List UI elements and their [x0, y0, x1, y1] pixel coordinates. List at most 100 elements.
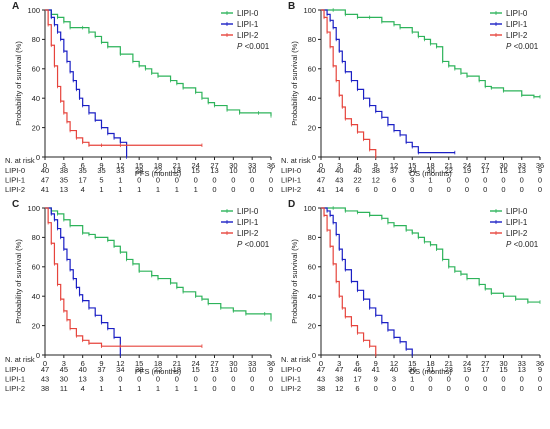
- risk-table-title: N. at risk: [5, 355, 35, 364]
- risk-cell: 13: [78, 375, 86, 384]
- risk-cell: 17: [353, 375, 361, 384]
- risk-cell: 0: [501, 384, 505, 393]
- p-value-label: P <0.001: [237, 42, 270, 51]
- x-tick-label: 6: [81, 161, 85, 170]
- x-tick-label: 9: [99, 161, 103, 170]
- risk-cell: 0: [269, 375, 273, 384]
- risk-cell: 18: [173, 166, 181, 175]
- risk-cell: 6: [355, 185, 359, 194]
- legend-label: LIPI-0: [237, 207, 259, 216]
- x-tick-label: 0: [43, 161, 47, 170]
- risk-cell: 0: [194, 176, 198, 185]
- x-tick-label: 15: [135, 359, 143, 368]
- legend-label: LIPI-2: [506, 229, 528, 238]
- risk-cell: 1: [410, 375, 414, 384]
- risk-cell: 0: [250, 384, 254, 393]
- risk-cell: 0: [501, 375, 505, 384]
- risk-cell: 0: [374, 185, 378, 194]
- risk-cell: 0: [156, 176, 160, 185]
- risk-cell: 0: [194, 375, 198, 384]
- risk-cell: 0: [410, 384, 414, 393]
- x-tick-label: 0: [319, 161, 323, 170]
- series-line-lipi-0: [321, 207, 540, 303]
- risk-cell: 22: [154, 166, 162, 175]
- y-tick-label: 20: [32, 123, 40, 132]
- y-tick-label: 40: [32, 94, 40, 103]
- y-tick-label: 40: [308, 292, 316, 301]
- legend-label: LIPI-2: [237, 31, 259, 40]
- risk-cell: 40: [335, 166, 343, 175]
- risk-cell: 19: [463, 365, 471, 374]
- risk-cell: 37: [390, 166, 398, 175]
- y-tick-label: 60: [32, 65, 40, 74]
- risk-cell: 0: [520, 375, 524, 384]
- x-tick-label: 27: [210, 359, 218, 368]
- x-tick-label: 9: [374, 359, 378, 368]
- risk-cell: 0: [447, 375, 451, 384]
- x-tick-label: 12: [116, 359, 124, 368]
- risk-cell: 1: [118, 176, 122, 185]
- risk-cell: 17: [481, 166, 489, 175]
- legend-label: LIPI-1: [506, 218, 528, 227]
- x-tick-label: 18: [426, 359, 434, 368]
- x-tick-label: 24: [463, 359, 471, 368]
- risk-cell: 40: [78, 365, 86, 374]
- risk-cell: 30: [60, 375, 68, 384]
- y-tick-label: 0: [36, 153, 40, 162]
- risk-cell: 0: [447, 384, 451, 393]
- y-axis-title: Probability of survival (%): [290, 239, 299, 324]
- x-tick-label: 15: [135, 161, 143, 170]
- legend-label: LIPI-1: [237, 20, 259, 29]
- x-tick-label: 33: [248, 161, 256, 170]
- risk-row-label: LIPI-0: [281, 365, 301, 374]
- risk-cell: 12: [372, 176, 380, 185]
- p-value-label: P <0.001: [506, 240, 539, 249]
- risk-cell: 0: [538, 384, 542, 393]
- risk-cell: 47: [317, 365, 325, 374]
- series-line-lipi-2: [321, 207, 377, 355]
- risk-cell: 41: [372, 365, 380, 374]
- x-tick-label: 27: [481, 359, 489, 368]
- risk-cell: 1: [118, 384, 122, 393]
- y-tick-label: 20: [308, 321, 316, 330]
- risk-cell: 34: [116, 365, 124, 374]
- risk-cell: 1: [137, 185, 141, 194]
- y-tick-label: 80: [32, 233, 40, 242]
- risk-cell: 3: [99, 375, 103, 384]
- x-tick-label: 0: [43, 359, 47, 368]
- risk-cell: 0: [410, 185, 414, 194]
- x-tick-label: 24: [191, 359, 199, 368]
- y-tick-label: 40: [32, 292, 40, 301]
- risk-cell: 15: [191, 166, 199, 175]
- risk-cell: 0: [212, 176, 216, 185]
- x-tick-label: 6: [355, 359, 359, 368]
- risk-cell: 0: [231, 176, 235, 185]
- risk-cell: 0: [538, 176, 542, 185]
- risk-cell: 0: [175, 176, 179, 185]
- risk-cell: 9: [374, 375, 378, 384]
- risk-cell: 0: [269, 384, 273, 393]
- risk-cell: 6: [355, 384, 359, 393]
- x-axis-title: OS (months): [409, 367, 452, 376]
- risk-cell: 10: [248, 365, 256, 374]
- risk-cell: 0: [520, 384, 524, 393]
- risk-row-label: LIPI-0: [5, 166, 25, 175]
- risk-cell: 15: [499, 365, 507, 374]
- y-tick-label: 60: [308, 263, 316, 272]
- risk-cell: 0: [447, 176, 451, 185]
- risk-row-label: LIPI-0: [5, 365, 25, 374]
- risk-row-label: LIPI-1: [5, 176, 25, 185]
- risk-cell: 13: [518, 166, 526, 175]
- risk-cell: 1: [137, 384, 141, 393]
- p-value-label: P <0.001: [506, 42, 539, 51]
- y-tick-label: 60: [308, 65, 316, 74]
- risk-table-title: N. at risk: [281, 156, 311, 165]
- risk-cell: 38: [60, 166, 68, 175]
- x-tick-label: 36: [536, 161, 544, 170]
- risk-cell: 0: [465, 384, 469, 393]
- x-tick-label: 18: [154, 161, 162, 170]
- risk-cell: 1: [118, 185, 122, 194]
- risk-row-label: LIPI-1: [5, 375, 25, 384]
- risk-cell: 0: [175, 375, 179, 384]
- risk-cell: 1: [156, 185, 160, 194]
